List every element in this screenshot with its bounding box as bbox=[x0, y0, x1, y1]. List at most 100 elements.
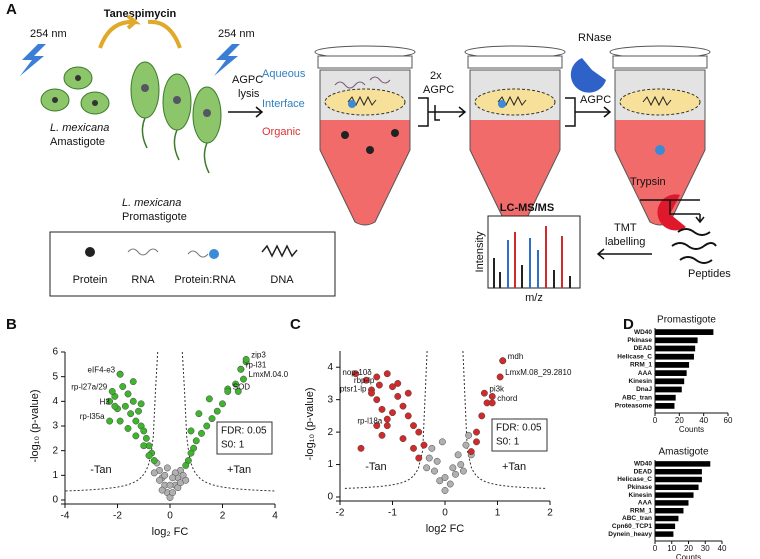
organism-label: L. mexicana bbox=[122, 197, 181, 209]
data-point bbox=[457, 461, 465, 469]
data-point bbox=[135, 407, 142, 415]
category-label: Dynein_heavy bbox=[608, 531, 652, 538]
bar bbox=[655, 337, 698, 344]
data-point bbox=[158, 486, 166, 494]
y-tick-label: 4 bbox=[327, 362, 333, 373]
gene-label: rp-l27a/29 bbox=[71, 383, 108, 392]
data-point bbox=[373, 373, 381, 381]
bar bbox=[655, 461, 711, 467]
stats-label: S0: 1 bbox=[221, 440, 245, 451]
y-tick-label: 1 bbox=[327, 459, 333, 470]
phase-label: Aqueous bbox=[262, 68, 306, 80]
data-point bbox=[213, 407, 221, 415]
category-label: Pkinase bbox=[627, 337, 652, 344]
x-tick-label: 40 bbox=[699, 416, 708, 425]
schematic: A Tanespimycin 254 nm 254 nm L. mexicana… bbox=[6, 1, 731, 304]
gene-label: SOD bbox=[233, 383, 251, 392]
data-point bbox=[383, 370, 391, 378]
data-point bbox=[420, 441, 428, 449]
data-point bbox=[428, 444, 436, 452]
x-tick-label: 2 bbox=[220, 511, 226, 522]
x-tick-label: 0 bbox=[167, 511, 173, 522]
data-point bbox=[166, 481, 174, 489]
data-point bbox=[187, 449, 195, 457]
category-label: Kinesin bbox=[629, 492, 653, 499]
step-label: TMT bbox=[614, 222, 637, 234]
data-point bbox=[478, 412, 486, 420]
stats-label: S0: 1 bbox=[496, 437, 520, 448]
data-point bbox=[169, 489, 177, 497]
data-point bbox=[465, 431, 473, 439]
category-label: DnaJ bbox=[636, 386, 652, 393]
data-point bbox=[394, 392, 402, 400]
x-tick-label: 20 bbox=[675, 416, 684, 425]
data-point bbox=[399, 402, 407, 410]
data-point bbox=[140, 427, 148, 435]
side-label: +Tan bbox=[227, 464, 251, 476]
bar bbox=[655, 507, 684, 514]
side-label: -Tan bbox=[365, 461, 386, 473]
data-point bbox=[195, 410, 203, 418]
data-point bbox=[124, 425, 132, 432]
data-point bbox=[106, 397, 114, 405]
enzyme-label: RNase bbox=[578, 32, 612, 44]
step-label: labelling bbox=[605, 236, 645, 248]
data-point bbox=[129, 397, 137, 405]
bar bbox=[655, 500, 689, 506]
data-point bbox=[119, 383, 127, 390]
data-point bbox=[383, 422, 391, 430]
side-label: +Tan bbox=[502, 461, 526, 473]
stats-label: FDR: 0.05 bbox=[221, 426, 267, 437]
bar bbox=[655, 345, 696, 352]
data-point bbox=[203, 422, 211, 430]
product-label: Peptides bbox=[688, 268, 731, 280]
bar bbox=[655, 370, 687, 376]
data-point bbox=[488, 399, 496, 407]
data-point bbox=[452, 470, 459, 478]
data-point bbox=[237, 365, 245, 373]
data-point bbox=[467, 448, 475, 456]
data-point bbox=[441, 487, 449, 494]
data-point bbox=[187, 427, 195, 435]
panel-label: A bbox=[6, 1, 17, 18]
gene-label: eIF4-e3 bbox=[88, 365, 116, 374]
data-point bbox=[106, 417, 114, 425]
stage-label: Amastigote bbox=[50, 136, 105, 148]
gene-label: mdh bbox=[508, 352, 524, 361]
data-point bbox=[488, 392, 496, 400]
category-label: DEAD bbox=[634, 345, 653, 352]
data-point bbox=[198, 429, 205, 437]
data-point bbox=[129, 378, 137, 386]
organism-label: L. mexicana bbox=[50, 122, 109, 134]
threshold-curve bbox=[343, 350, 428, 489]
category-label: Cpn60_TCP1 bbox=[612, 523, 652, 530]
x-tick-label: -2 bbox=[113, 511, 122, 522]
x-tick-label: -4 bbox=[61, 511, 70, 522]
x-tick-label: 0 bbox=[442, 508, 448, 519]
data-point bbox=[383, 415, 391, 423]
gene-label: chord bbox=[497, 394, 517, 403]
data-point bbox=[163, 464, 171, 472]
y-tick-label: 3 bbox=[52, 421, 58, 432]
data-point bbox=[446, 480, 454, 488]
stats-label: FDR: 0.05 bbox=[496, 423, 542, 434]
bar bbox=[655, 515, 679, 522]
panel-label: C bbox=[290, 316, 301, 333]
data-point bbox=[182, 462, 190, 469]
data-point bbox=[232, 380, 240, 388]
data-point bbox=[473, 428, 480, 436]
x-tick-label: 40 bbox=[718, 544, 727, 553]
data-point bbox=[156, 476, 163, 484]
data-point bbox=[116, 370, 124, 378]
data-point bbox=[140, 442, 148, 450]
data-point bbox=[145, 452, 153, 460]
data-point bbox=[150, 457, 158, 464]
bar bbox=[655, 394, 676, 401]
data-point bbox=[404, 412, 412, 420]
x-axis-label: Counts bbox=[676, 553, 701, 559]
uv-label: 254 nm bbox=[218, 28, 255, 40]
stats-box bbox=[216, 421, 273, 455]
gene-label: pi3k bbox=[489, 384, 505, 393]
threshold-curve bbox=[65, 351, 159, 492]
bar bbox=[655, 468, 702, 475]
